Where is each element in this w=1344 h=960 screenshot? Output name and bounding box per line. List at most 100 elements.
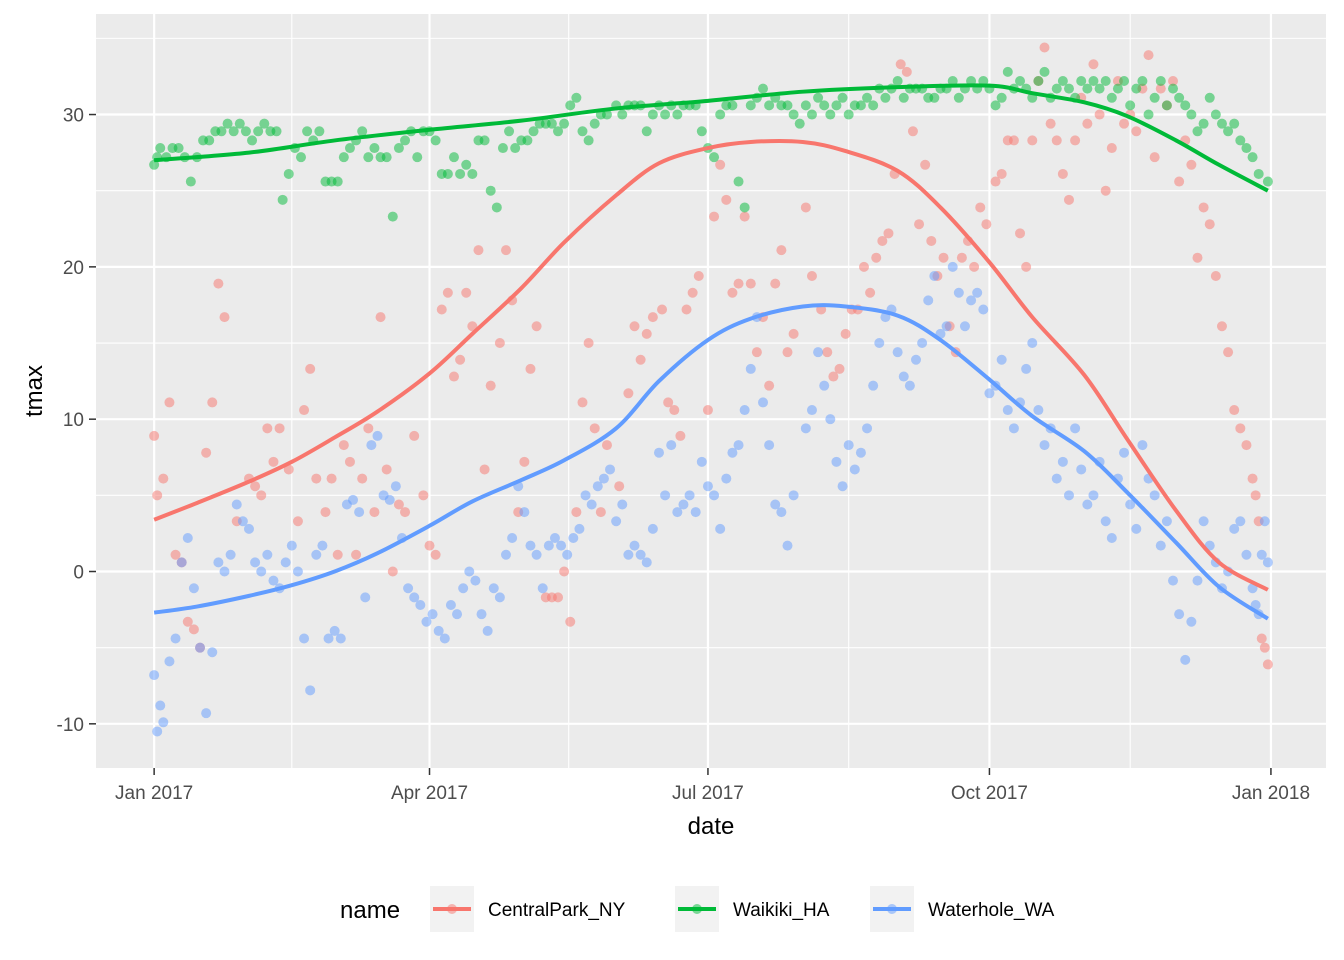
data-point (1216, 118, 1227, 129)
data-point (1168, 76, 1179, 87)
data-point (953, 92, 964, 103)
data-point (770, 499, 781, 510)
data-point (1256, 549, 1267, 560)
data-point (1241, 549, 1252, 560)
data-point (1088, 490, 1099, 501)
data-point (1149, 92, 1160, 103)
y-axis-ticks: -10 0 10 20 30 (57, 106, 96, 736)
data-point (721, 473, 732, 484)
data-point (770, 278, 781, 289)
data-point (892, 76, 903, 87)
data-point (883, 228, 894, 239)
data-point (155, 700, 166, 711)
data-point (693, 270, 704, 281)
legend-key-point (692, 904, 702, 914)
data-point (669, 405, 680, 416)
data-point (745, 278, 756, 289)
data-point (715, 109, 726, 120)
data-point (393, 143, 404, 154)
data-point (727, 447, 738, 458)
data-point (806, 270, 817, 281)
data-point (286, 540, 297, 551)
data-point (299, 405, 310, 416)
data-point (813, 347, 824, 358)
data-point (1161, 516, 1172, 527)
data-point (947, 261, 958, 272)
data-point (338, 440, 349, 451)
data-point (442, 168, 453, 179)
x-axis-ticks: Jan 2017 Apr 2017 Jul 2017 Oct 2017 Jan 2018 (115, 768, 1310, 804)
data-point (690, 507, 701, 518)
data-point (479, 464, 490, 475)
data-point (1021, 363, 1032, 374)
data-point (1051, 473, 1062, 484)
data-point (1076, 76, 1087, 87)
data-point (504, 126, 515, 137)
data-point (1106, 532, 1117, 543)
data-point (152, 726, 163, 737)
x-tick-label: Jan 2017 (115, 783, 193, 804)
data-point (653, 447, 664, 458)
x-tick-label: Oct 2017 (951, 783, 1028, 804)
x-tick-label: Jul 2017 (672, 783, 744, 804)
data-point (393, 499, 404, 510)
data-point (929, 92, 940, 103)
data-point (274, 423, 285, 434)
data-point (452, 609, 463, 620)
data-point (549, 532, 560, 543)
data-point (357, 126, 368, 137)
smooth-line-CentralPark_NY (153, 138, 1269, 592)
data-point (996, 354, 1007, 365)
data-point (895, 59, 906, 70)
data-point (247, 135, 258, 146)
data-point (213, 557, 224, 568)
data-point (445, 600, 456, 611)
smooth-line-Waterhole_WA (153, 303, 1269, 621)
data-point (871, 252, 882, 263)
data-point (1210, 109, 1221, 120)
data-point (1174, 609, 1185, 620)
data-point (623, 549, 634, 560)
data-point (467, 321, 478, 332)
data-point (448, 152, 459, 163)
data-point (292, 516, 303, 527)
data-point (170, 549, 181, 560)
data-point (880, 92, 891, 103)
data-point (1192, 126, 1203, 137)
data-point (320, 507, 331, 518)
data-point (348, 494, 359, 505)
data-point (892, 347, 903, 358)
data-point (543, 540, 554, 551)
data-point (800, 202, 811, 213)
data-point (559, 118, 570, 129)
data-point (1186, 109, 1197, 120)
data-point (1100, 185, 1111, 196)
data-point (806, 109, 817, 120)
data-point (268, 575, 279, 586)
data-point (1008, 135, 1019, 146)
data-point (387, 566, 398, 577)
data-point (501, 549, 511, 560)
data-point (739, 202, 750, 213)
data-point (580, 490, 591, 501)
data-point (363, 423, 374, 434)
data-point (409, 592, 420, 603)
data-point (1241, 143, 1252, 154)
legend: name CentralPark_NY Waikiki_HA Waterhole_W… (340, 886, 1055, 932)
data-point (296, 152, 306, 163)
data-point (911, 354, 921, 365)
data-point (1235, 516, 1246, 527)
data-point (819, 380, 830, 391)
data-point (326, 473, 337, 484)
data-point (1186, 616, 1197, 627)
legend-item-Waterhole_WA: Waterhole_WA (870, 886, 1055, 932)
data-point (1256, 633, 1267, 644)
x-axis-title: date (688, 813, 735, 840)
data-point (439, 633, 450, 644)
data-point (929, 270, 940, 281)
data-point (531, 321, 542, 332)
data-point (577, 397, 588, 408)
data-point (739, 211, 750, 222)
data-point (577, 126, 588, 137)
legend-key-point (447, 904, 457, 914)
